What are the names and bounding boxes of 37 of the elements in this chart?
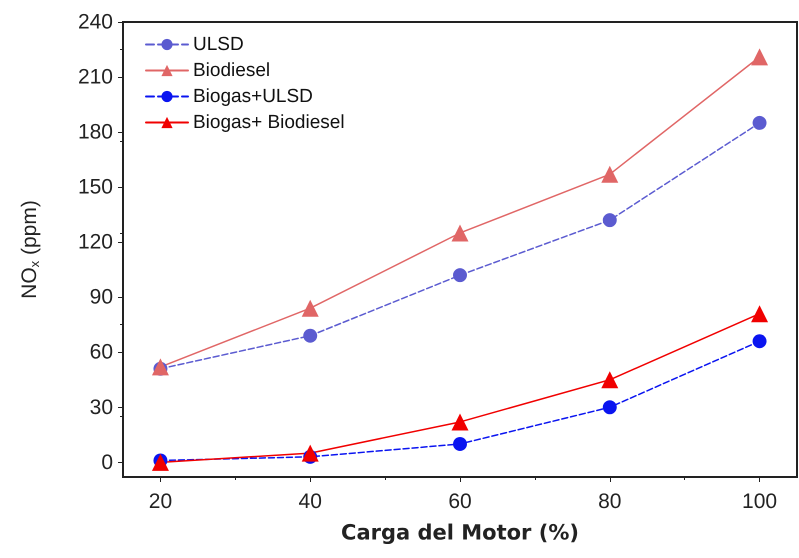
legend-label: Biodiesel: [193, 60, 270, 81]
legend-label: Biogas+ Biodiesel: [193, 112, 345, 133]
point: [303, 328, 318, 343]
x-tick-label: 60: [448, 490, 472, 513]
x-tick-label: 80: [598, 490, 622, 513]
point: [602, 213, 617, 228]
legend-label: Biogas+ULSD: [193, 86, 313, 107]
y-tick-label: 60: [90, 340, 113, 364]
x-tick-label: 20: [148, 490, 172, 513]
x-tick-label: 100: [742, 490, 778, 513]
point: [452, 224, 468, 242]
y-tick-label: 90: [90, 286, 113, 309]
y-axis-title: NOx (ppm): [18, 200, 42, 299]
y-tick-label: 30: [90, 396, 113, 419]
point: [152, 454, 169, 471]
point: [751, 48, 768, 66]
point: [453, 268, 467, 282]
y-tick-label: 0: [101, 450, 113, 474]
point: [452, 413, 468, 430]
legend-label: ULSD: [193, 34, 244, 55]
point: [302, 444, 319, 462]
point: [752, 116, 767, 130]
x-tick-label: 40: [298, 490, 322, 513]
y-tick-label: 210: [78, 66, 113, 89]
y-tick-label: 240: [78, 10, 113, 34]
point: [752, 334, 767, 348]
y-tick-label: 180: [78, 120, 113, 144]
point: [601, 371, 618, 388]
y-tick-label: 150: [78, 176, 113, 199]
point: [602, 400, 617, 414]
y-tick-label: 120: [78, 230, 113, 254]
point: [152, 358, 169, 376]
point: [302, 300, 319, 317]
point: [453, 436, 467, 451]
x-axis-title: Carga del Motor (%): [341, 520, 579, 544]
point: [601, 166, 618, 183]
point: [751, 305, 768, 322]
